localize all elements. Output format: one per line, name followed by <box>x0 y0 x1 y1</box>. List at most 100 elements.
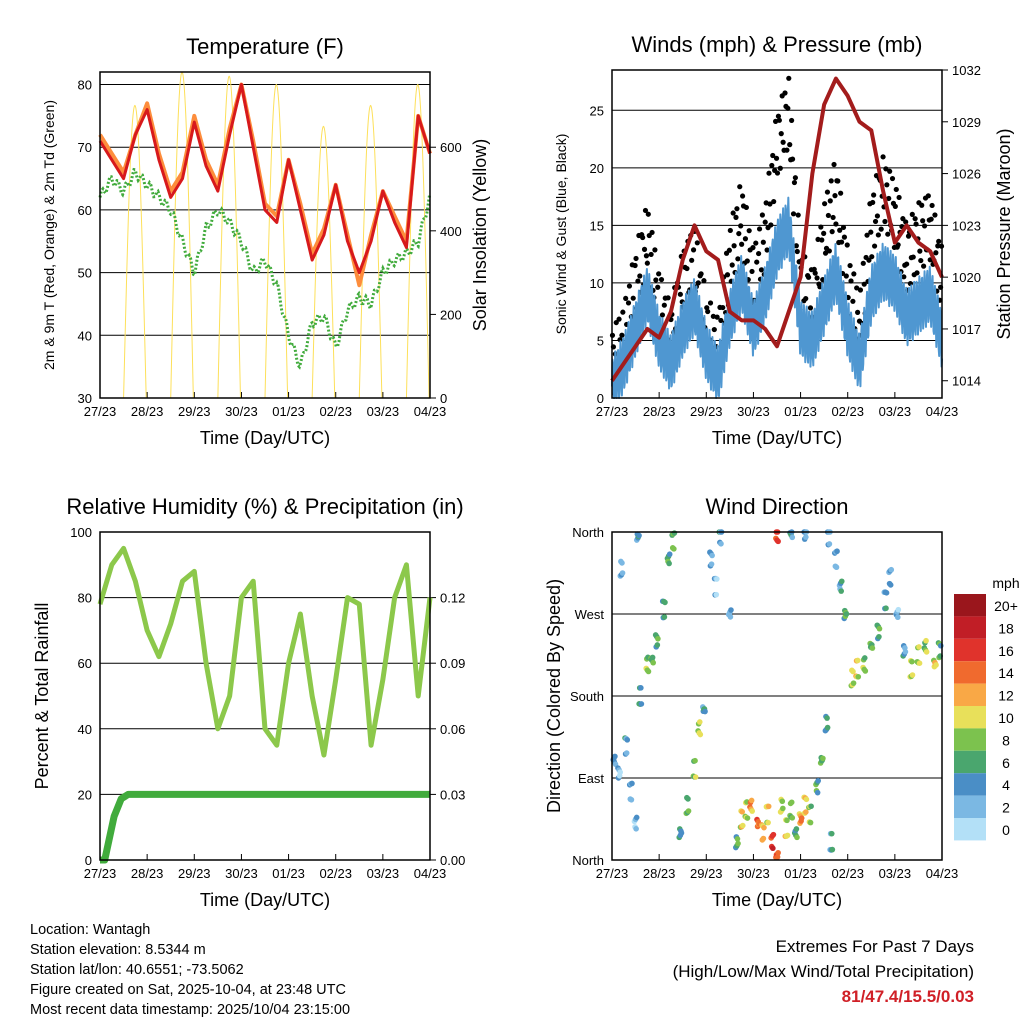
gust-point <box>762 219 768 225</box>
gust-point <box>758 267 765 273</box>
right-axis-label: Station Pressure (Maroon) <box>994 128 1014 339</box>
direction-point <box>838 578 845 585</box>
gust-point <box>790 211 797 217</box>
x-tick-label: 02/23 <box>319 866 352 881</box>
x-tick-label: 30/23 <box>737 404 770 419</box>
gust-point <box>825 212 831 219</box>
chart-title: Relative Humidity (%) & Precipitation (i… <box>66 494 463 519</box>
direction-point <box>803 796 810 803</box>
chart-title: Winds (mph) & Pressure (mb) <box>632 32 923 57</box>
gust-point <box>884 182 890 188</box>
direction-point <box>902 649 909 655</box>
direction-point <box>803 534 809 540</box>
gust-point <box>744 258 750 264</box>
gust-point <box>807 305 814 311</box>
x-tick-label: 27/23 <box>596 866 629 881</box>
humidity-line <box>97 545 433 758</box>
gust-point <box>782 90 788 96</box>
colorbar-title: mph <box>992 575 1019 591</box>
gust-point <box>792 175 798 181</box>
colorbar-swatch <box>954 818 986 841</box>
x-axis-label: Time (Day/UTC) <box>712 428 842 448</box>
direction-point <box>788 799 795 806</box>
gust-point <box>869 254 875 260</box>
gust-point <box>633 255 639 262</box>
gust-point <box>819 237 825 243</box>
direction-point <box>734 836 741 842</box>
gust-point <box>784 147 790 153</box>
right-tick-label: 200 <box>440 307 462 322</box>
plot-frame <box>99 531 431 861</box>
colorbar-label: 14 <box>998 665 1014 681</box>
x-tick-label: 30/23 <box>225 404 258 419</box>
right-tick-label: 1023 <box>952 218 981 233</box>
right-tick-label: 0.03 <box>440 787 465 802</box>
plot-frame <box>99 71 431 399</box>
direction-point <box>617 769 624 776</box>
gust-point <box>780 139 786 145</box>
gust-point <box>829 229 835 235</box>
gust-point <box>868 229 874 235</box>
x-tick-label: 29/23 <box>690 404 723 419</box>
extremes-box: Extremes For Past 7 Days (High/Low/Max W… <box>673 934 974 1009</box>
direction-point <box>876 633 882 640</box>
direction-point <box>775 849 781 856</box>
y-tick-label: 100 <box>70 525 92 540</box>
gust-point <box>828 178 834 184</box>
gust-point <box>921 263 927 269</box>
direction-point <box>829 846 836 853</box>
colorbar-swatch <box>954 773 986 796</box>
gust-point <box>749 268 755 275</box>
gust-point <box>838 190 844 196</box>
gust-point <box>720 304 726 311</box>
station-info: Location: Wantagh Station elevation: 8.5… <box>30 920 350 1020</box>
x-tick-label: 27/23 <box>84 866 117 881</box>
gust-point <box>893 186 899 193</box>
gust-point <box>805 274 812 280</box>
gust-point <box>903 219 909 225</box>
gust-point <box>831 161 837 168</box>
gust-point <box>698 271 704 277</box>
gust-point <box>905 233 912 239</box>
direction-point <box>728 607 734 613</box>
direction-point <box>633 826 639 832</box>
direction-point <box>633 814 640 821</box>
gust-point <box>917 248 923 254</box>
y-tick-label: West <box>575 607 605 622</box>
right-tick-label: 1017 <box>952 322 981 337</box>
gust-point <box>826 248 832 254</box>
gust-point <box>764 247 770 253</box>
gust-point <box>822 250 829 256</box>
direction-point <box>638 685 644 691</box>
gust-point <box>866 257 872 263</box>
gust-point <box>851 271 857 277</box>
colorbar-label: 16 <box>998 643 1014 659</box>
gust-point <box>895 242 901 248</box>
gust-point <box>625 300 632 306</box>
right-tick-label: 400 <box>440 224 462 239</box>
y-tick-label: East <box>578 771 604 786</box>
x-axis-label: Time (Day/UTC) <box>200 890 330 910</box>
direction-point <box>808 803 814 810</box>
chart-title: Temperature (F) <box>186 34 344 59</box>
gust-point <box>644 260 650 266</box>
y-tick-label: 30 <box>78 391 92 406</box>
direction-point <box>895 606 902 613</box>
gust-point <box>623 295 629 302</box>
direction-point <box>843 611 850 617</box>
x-tick-label: 01/23 <box>272 404 305 419</box>
gust-point <box>690 247 697 253</box>
gust-point <box>655 284 661 290</box>
colorbar-swatch <box>954 706 986 729</box>
y-tick-label: 80 <box>78 591 92 606</box>
colorbar-swatch <box>954 728 986 751</box>
x-tick-label: 29/23 <box>178 866 211 881</box>
x-tick-label: 03/23 <box>879 404 912 419</box>
gust-point <box>850 298 856 304</box>
direction-point <box>666 560 672 567</box>
x-tick-label: 01/23 <box>784 866 817 881</box>
gust-point <box>760 239 766 245</box>
gust-point <box>736 230 742 237</box>
elevation-text: Station elevation: 8.5344 m <box>30 942 206 958</box>
